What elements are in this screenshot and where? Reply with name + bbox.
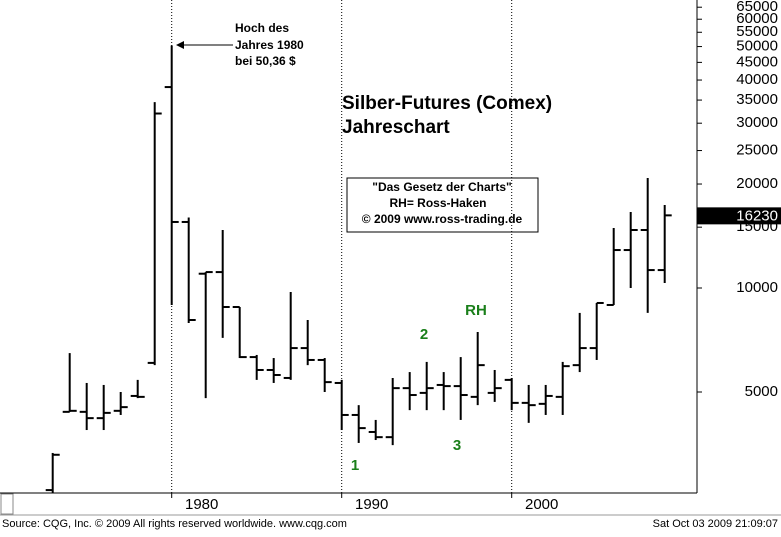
wave-label: 1 (351, 457, 359, 474)
last-price-box (697, 207, 781, 225)
info-text: "Das Gesetz der Charts" (372, 180, 511, 194)
annotation: Jahres 1980 (235, 38, 304, 52)
y-tick-label: 40000 (736, 71, 778, 88)
footer-bg (0, 515, 781, 532)
wave-label: 2 (420, 326, 428, 343)
timestamp: Sat Oct 03 2009 21:09:07 (653, 518, 778, 530)
x-tick-label: 2000 (525, 496, 558, 513)
y-tick-label: 25000 (736, 142, 778, 159)
series (45, 45, 672, 493)
y-tick-label: 45000 (736, 53, 778, 70)
wave-label: RH (465, 302, 487, 319)
y-tick-label: 20000 (736, 175, 778, 192)
y-tick-label: 50000 (736, 38, 778, 55)
chart-title: Silber-Futures (Comex) (342, 93, 552, 114)
x-tick-label: 1980 (185, 496, 218, 513)
y-tick-label: 10000 (736, 279, 778, 296)
y-tick-label: 35000 (736, 91, 778, 108)
arrow-head (176, 41, 184, 49)
source: Source: CQG, Inc. © 2009 All rights rese… (2, 518, 347, 530)
y-tick-label: 60000 (736, 10, 778, 27)
y-tick-label: 65000 (736, 0, 778, 15)
info-text: RH= Ross-Haken (389, 196, 486, 210)
x-tick-label: 1990 (355, 496, 388, 513)
annotation: bei 50,36 $ (235, 54, 296, 68)
y-tick-label: 30000 (736, 114, 778, 131)
info-box (346, 177, 539, 233)
scroll-handle (0, 493, 14, 515)
chart-subtitle: Jahreschart (342, 117, 450, 138)
info-text: © 2009 www.ross-trading.de (362, 212, 523, 226)
last-price-label: 16230 (736, 207, 778, 224)
wave-label: 3 (453, 437, 461, 454)
background (0, 0, 781, 515)
y-tick-label: 5000 (745, 383, 778, 400)
y-tick-label: 55000 (736, 23, 778, 40)
annotation: Hoch des (235, 21, 289, 35)
